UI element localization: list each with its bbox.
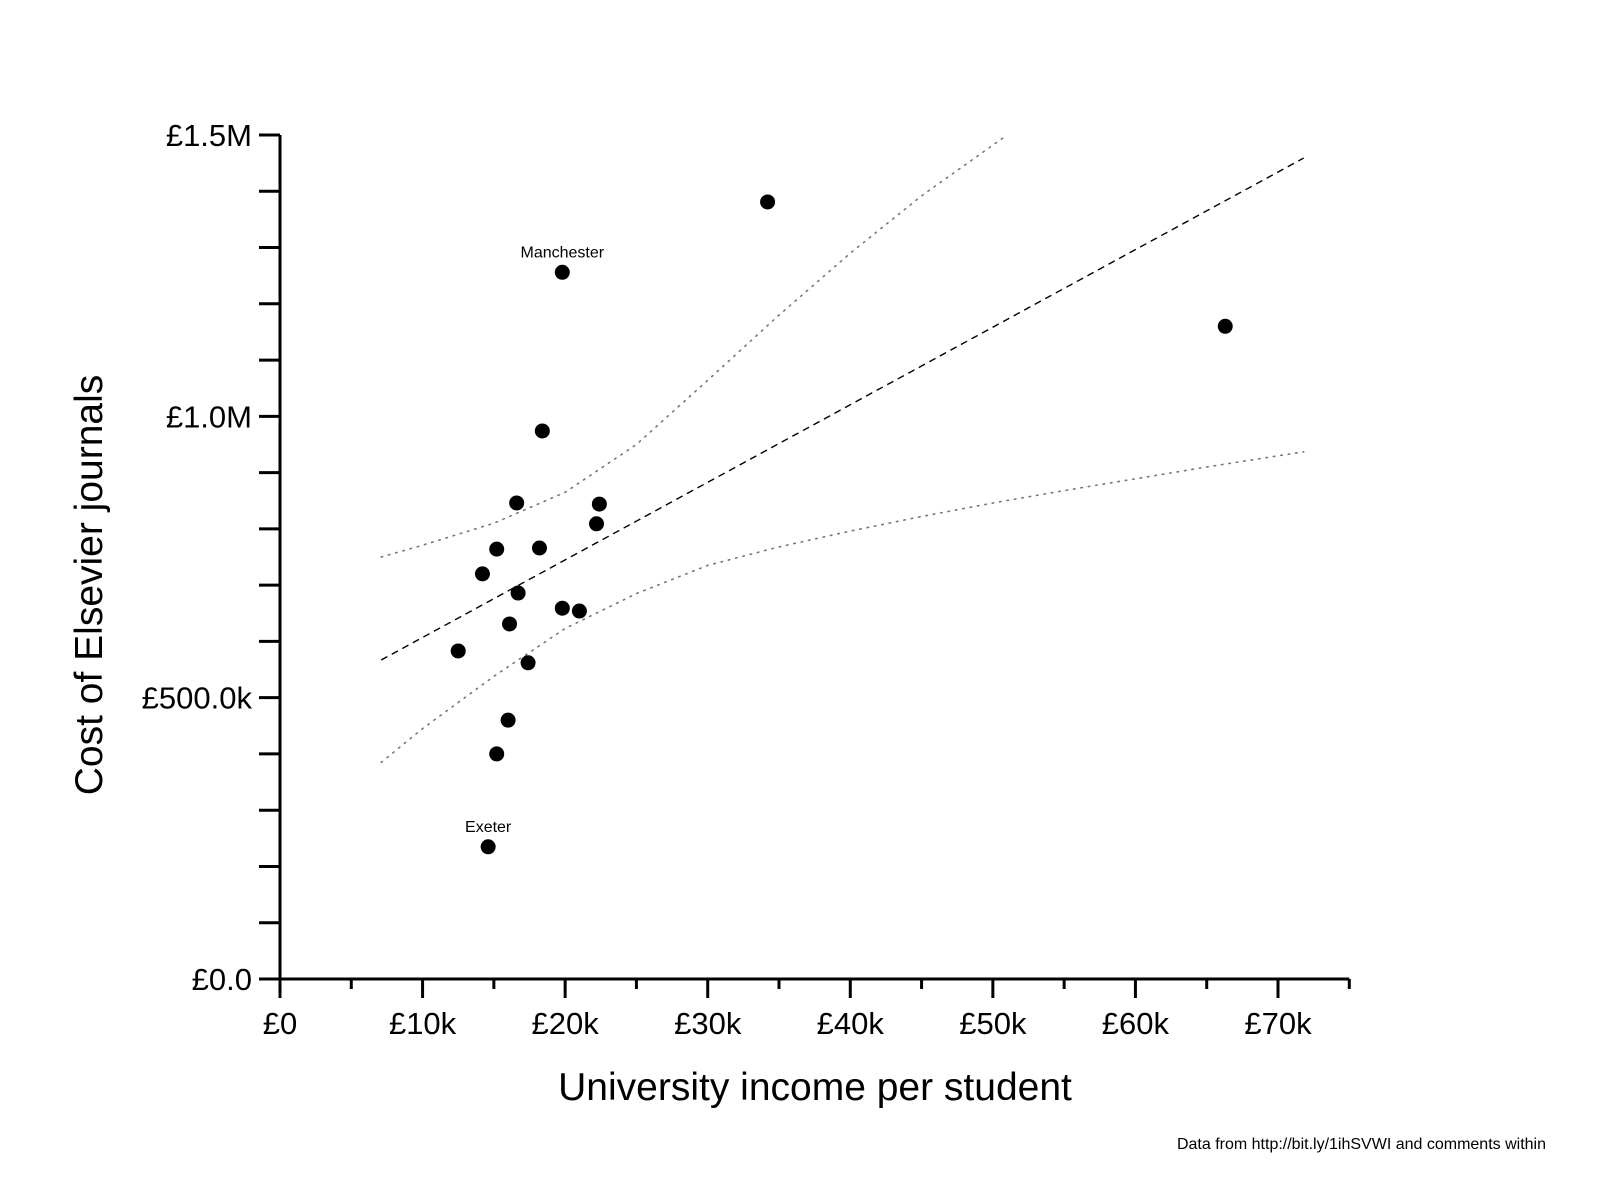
data-point xyxy=(480,839,496,855)
data-point xyxy=(450,643,466,659)
y-tick-label: £500.0k xyxy=(142,681,253,716)
data-point xyxy=(502,616,518,632)
fit-line xyxy=(380,157,1304,661)
x-tick-label: £40k xyxy=(817,1006,885,1041)
x-tick-label: £60k xyxy=(1102,1006,1170,1041)
data-point xyxy=(520,655,536,671)
data-point xyxy=(500,712,516,728)
data-point xyxy=(1217,318,1233,334)
regression-line xyxy=(380,157,1304,661)
y-tick-label: £1.0M xyxy=(166,399,252,434)
data-point xyxy=(534,423,550,439)
x-tick-label: £50k xyxy=(959,1006,1027,1041)
data-point xyxy=(510,585,526,601)
x-tick-label: £20k xyxy=(532,1006,600,1041)
data-source-footnote: Data from http://bit.ly/1ihSVWI and comm… xyxy=(1176,1136,1546,1153)
confidence-band xyxy=(380,134,1305,764)
axes: £0 £10k £20k £30k £40k £50k £60k £70k £0.0 £500.0… xyxy=(142,118,1351,1041)
x-tick-label: £30k xyxy=(674,1006,742,1041)
data-points: Manchester Exeter xyxy=(450,194,1233,855)
y-tick-label: £1.5M xyxy=(166,118,252,153)
data-point xyxy=(589,516,605,532)
x-tick-label: £10k xyxy=(389,1006,457,1041)
data-point xyxy=(489,746,505,762)
data-point xyxy=(474,566,490,582)
data-point xyxy=(489,541,505,557)
data-point xyxy=(591,496,607,512)
data-point xyxy=(760,194,776,210)
point-annotation: Exeter xyxy=(465,819,512,836)
data-point xyxy=(554,600,570,616)
x-tick-label: £0 xyxy=(263,1006,297,1041)
y-tick-label: £0.0 xyxy=(192,962,252,997)
point-annotation: Manchester xyxy=(520,244,604,261)
x-axis-title: University income per student xyxy=(558,1066,1072,1109)
data-point xyxy=(554,264,570,280)
y-axis-title: Cost of Elsevier journals xyxy=(68,375,111,796)
x-tick-label: £70k xyxy=(1244,1006,1312,1041)
data-point xyxy=(531,540,547,556)
data-point xyxy=(509,495,525,511)
data-point xyxy=(571,603,587,619)
confidence-upper-line xyxy=(380,134,1008,558)
